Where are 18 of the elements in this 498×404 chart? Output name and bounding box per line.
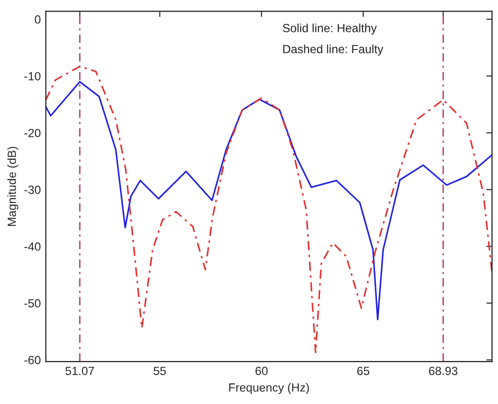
y-tick-label: -30 [24,186,40,194]
annotation: Dashed line: Faulty [283,44,384,56]
line-series [46,66,492,354]
y-tick-label: -50 [24,299,40,308]
y-tick-label: -10 [24,72,40,80]
x-tick-label: 65 [357,366,370,376]
line-series [46,80,492,320]
x-tick-label: 68.93 [429,366,458,376]
y-tick-label: 0 [34,15,40,24]
y-tick-label: -40 [24,242,40,251]
y-tick-label: -60 [24,356,40,364]
x-tick-label: 51.07 [66,366,94,376]
y-tick-label: -20 [24,128,40,138]
x-tick-label: 60 [256,366,268,376]
x-axis-title: Frequency (Hz) [229,383,309,394]
x-tick-label: 55 [154,366,166,376]
annotation: Solid line: Healthy [282,24,377,35]
y-axis-title: Magnitude (dB) [7,146,18,226]
